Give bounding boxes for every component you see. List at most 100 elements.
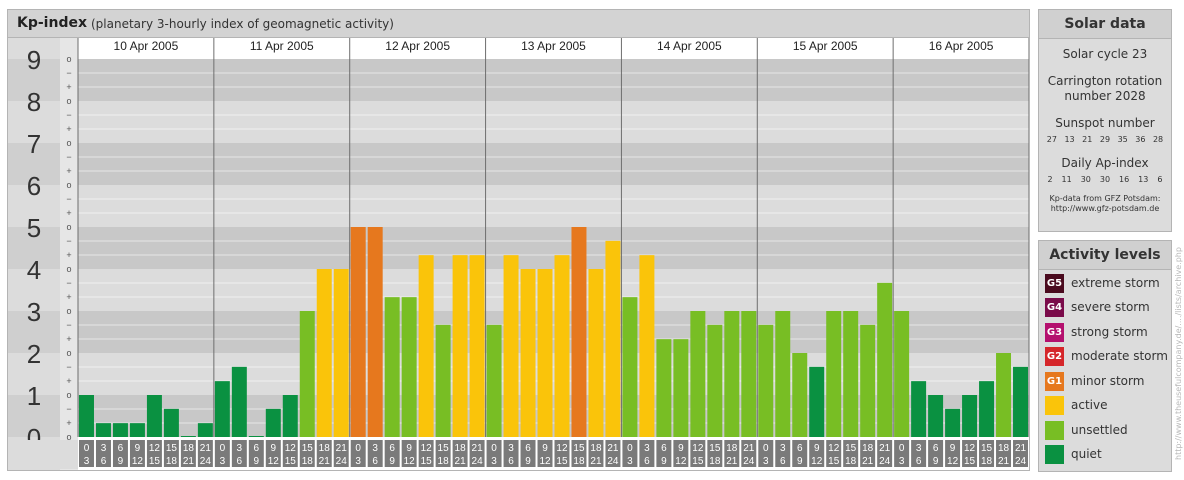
level-label: unsettled <box>1071 423 1128 437</box>
interval-cell <box>877 440 893 467</box>
day-label: 14 Apr 2005 <box>657 39 722 53</box>
interval-cell <box>469 440 485 467</box>
y-minor-label: − <box>66 320 71 330</box>
interval-cell <box>622 440 638 467</box>
interval-start-label: 15 <box>573 443 585 454</box>
kp-bar <box>809 366 825 437</box>
kp-bar <box>571 227 587 437</box>
kp-bar <box>843 311 859 437</box>
interval-start-label: 15 <box>709 443 721 454</box>
interval-cell <box>605 440 621 467</box>
ap-title: Daily Ap-index <box>1061 156 1149 170</box>
interval-cell <box>554 440 570 467</box>
interval-cell <box>367 440 383 467</box>
level-g4: G4 severe storm <box>1045 297 1150 317</box>
interval-start-label: 9 <box>406 443 412 454</box>
solar-cycle: Solar cycle 23 <box>1062 47 1148 61</box>
kp-bar <box>928 395 944 437</box>
interval-start-label: 6 <box>389 443 395 454</box>
interval-cell <box>571 440 587 467</box>
interval-cell <box>350 440 366 467</box>
day-label: 13 Apr 2005 <box>521 39 586 53</box>
interval-cell <box>741 440 757 467</box>
interval-end-label: 3 <box>899 456 905 467</box>
kp-bar <box>911 381 927 437</box>
y-minor-label: + <box>66 292 71 302</box>
axis-footer <box>8 440 78 469</box>
interval-end-label: 3 <box>84 456 90 467</box>
level-unsettled: unsettled <box>1045 420 1128 440</box>
interval-cell <box>707 440 723 467</box>
interval-start-label: 9 <box>950 443 956 454</box>
y-tick-label: 3 <box>27 297 41 327</box>
kp-bar <box>299 311 315 437</box>
kp-bar <box>435 324 451 437</box>
interval-start-label: 15 <box>981 443 993 454</box>
source-link[interactable]: http://www.gfz-potsdam.de <box>1050 204 1160 213</box>
interval-start-label: 12 <box>964 443 976 454</box>
kp-bar <box>486 324 502 437</box>
interval-end-label: 15 <box>285 456 297 467</box>
interval-start-label: 0 <box>899 443 905 454</box>
kp-band <box>78 59 1029 101</box>
y-minor-label: + <box>66 82 71 92</box>
sunspot-values: 27 13 21 29 35 36 28 <box>1039 135 1171 144</box>
interval-end-label: 21 <box>726 456 738 467</box>
interval-end-label: 6 <box>644 456 650 467</box>
kp-bar <box>95 423 111 437</box>
interval-end-label: 24 <box>879 456 891 467</box>
kp-bar <box>758 324 774 437</box>
interval-start-label: 9 <box>271 443 277 454</box>
interval-end-label: 15 <box>149 456 161 467</box>
level-label: severe storm <box>1071 300 1150 314</box>
interval-end-label: 18 <box>845 456 857 467</box>
interval-cell <box>316 440 332 467</box>
interval-end-label: 24 <box>743 456 755 467</box>
interval-start-label: 6 <box>525 443 531 454</box>
y-minor-label: o <box>66 96 71 106</box>
interval-start-label: 12 <box>421 443 433 454</box>
kp-bar <box>163 408 179 437</box>
interval-cell <box>299 440 315 467</box>
interval-cell <box>384 440 400 467</box>
interval-start-label: 21 <box>200 443 212 454</box>
ap-value: 16 <box>1119 175 1130 184</box>
interval-end-label: 15 <box>421 456 433 467</box>
interval-start-label: 21 <box>743 443 755 454</box>
interval-start-label: 21 <box>607 443 619 454</box>
kp-bar <box>214 381 230 437</box>
interval-cell <box>418 440 434 467</box>
level-swatch <box>1045 444 1064 464</box>
interval-start-label: 0 <box>220 443 226 454</box>
interval-end-label: 9 <box>389 456 395 467</box>
interval-end-label: 18 <box>709 456 721 467</box>
interval-start-label: 3 <box>237 443 243 454</box>
kp-bar <box>146 395 162 437</box>
kp-bar <box>231 366 247 437</box>
level-swatch: G2 <box>1045 346 1064 366</box>
day-label: 12 Apr 2005 <box>385 39 450 53</box>
sunspot-value: 36 <box>1135 135 1146 144</box>
interval-end-label: 18 <box>981 456 993 467</box>
interval-end-label: 15 <box>964 456 976 467</box>
kp-bar <box>384 297 400 437</box>
y-minor-label: o <box>66 306 71 316</box>
interval-end-label: 6 <box>780 456 786 467</box>
kp-bar <box>826 311 842 437</box>
interval-start-label: 9 <box>542 443 548 454</box>
interval-end-label: 21 <box>998 456 1010 467</box>
interval-cell <box>792 440 808 467</box>
y-minor-label: − <box>66 152 71 162</box>
kp-bar <box>707 324 723 437</box>
kp-bar <box>877 282 893 437</box>
interval-start-label: 6 <box>661 443 667 454</box>
level-swatch <box>1045 395 1064 415</box>
sunspot-value: 21 <box>1082 135 1093 144</box>
kp-axis-band <box>8 311 60 353</box>
kp-bar <box>469 255 485 437</box>
interval-cell <box>163 440 179 467</box>
interval-start-label: 21 <box>1015 443 1027 454</box>
interval-cell <box>333 440 349 467</box>
interval-start-label: 0 <box>355 443 361 454</box>
y-minor-label: o <box>66 390 71 400</box>
